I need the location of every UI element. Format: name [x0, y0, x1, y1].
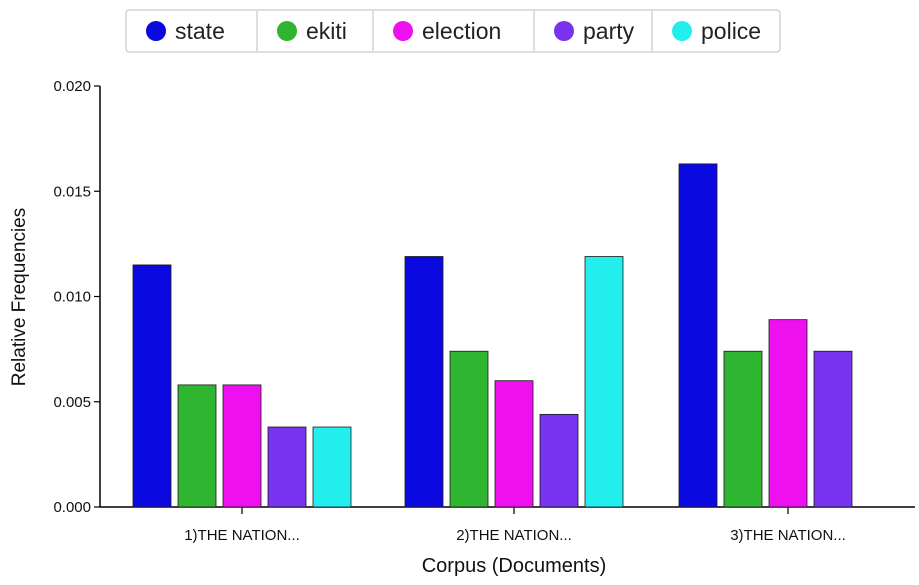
legend-frame	[125, 9, 781, 53]
bar-party-2	[539, 413, 579, 508]
bars	[132, 163, 853, 508]
x-tick-label: 2)THE NATION...	[456, 527, 572, 544]
legend-item-police[interactable]: police	[672, 18, 761, 44]
legend-item-state[interactable]: state	[146, 18, 225, 44]
bar-election-1	[222, 384, 262, 508]
legend-swatch	[554, 21, 574, 41]
legend-swatch	[277, 21, 297, 41]
legend-swatch	[672, 21, 692, 41]
bar-ekiti-3	[723, 350, 763, 508]
bar-police-1	[312, 426, 352, 508]
x-tick-label: 3)THE NATION...	[730, 527, 846, 544]
legend-label: election	[422, 18, 501, 44]
legend-label: party	[583, 18, 635, 44]
x-axis-label: Corpus (Documents)	[422, 555, 607, 577]
y-tick-label: 0.020	[53, 78, 91, 95]
bar-police-2	[584, 256, 624, 508]
y-tick-label: 0.015	[53, 183, 91, 200]
bar-party-3	[813, 350, 853, 508]
legend-item-party[interactable]: party	[554, 18, 635, 44]
x-tick-label: 1)THE NATION...	[184, 527, 300, 544]
legend-label: state	[175, 18, 225, 44]
bar-election-2	[494, 380, 534, 508]
y-tick-label: 0.010	[53, 289, 91, 306]
legend-swatch	[146, 21, 166, 41]
bar-state-1	[132, 264, 172, 508]
y-axis-label: Relative Frequencies	[9, 208, 30, 386]
bar-party-1	[267, 426, 307, 508]
y-tick-label: 0.000	[53, 499, 91, 516]
legend-swatch	[393, 21, 413, 41]
bar-ekiti-1	[177, 384, 217, 508]
legend-label: ekiti	[306, 18, 347, 44]
bar-election-3	[768, 319, 808, 508]
bar-state-3	[678, 163, 718, 508]
y-tick-label: 0.005	[53, 394, 91, 411]
legend: state ekiti election party police	[125, 9, 781, 53]
legend-label: police	[701, 18, 761, 44]
legend-item-ekiti[interactable]: ekiti	[277, 18, 347, 44]
legend-item-election[interactable]: election	[393, 18, 501, 44]
bar-ekiti-2	[449, 350, 489, 508]
bar-state-2	[404, 256, 444, 508]
